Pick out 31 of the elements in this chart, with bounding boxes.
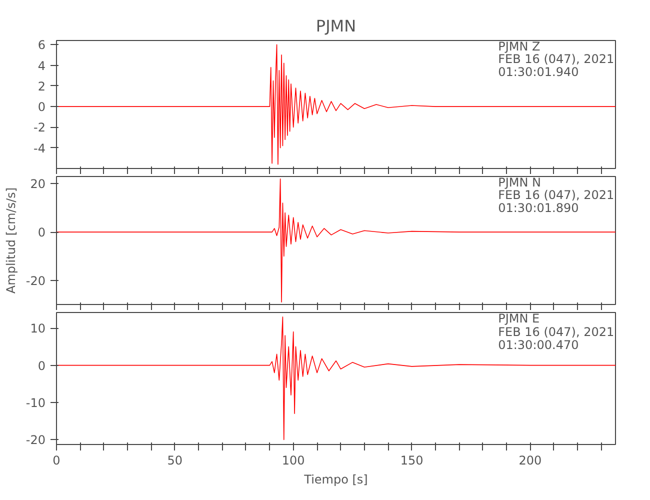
y-tick-label: 6	[38, 38, 46, 52]
annotation: FEB 16 (047), 2021	[498, 324, 614, 339]
y-tick-label: -20	[26, 274, 46, 288]
annotation: PJMN E	[498, 312, 540, 326]
y-tick-label: 2	[38, 79, 46, 94]
x-tick-label: 0	[52, 454, 60, 468]
x-tick-label: 100	[282, 454, 305, 468]
x-tick-label: 200	[518, 454, 542, 468]
x-axis-title: Tiempo [s]	[303, 472, 368, 486]
y-tick-label: 0	[38, 100, 46, 114]
chart-title: PJMN	[316, 16, 356, 36]
annotation: FEB 16 (047), 2021	[498, 52, 614, 66]
y-tick-label: 0	[38, 358, 46, 373]
y-tick-label: -2	[34, 120, 46, 135]
x-tick-label: 50	[167, 454, 183, 468]
annotation: PJMN Z	[498, 39, 540, 54]
y-axis-title: Amplitud [cm/s/s]	[4, 187, 18, 294]
y-tick-label: 4	[38, 58, 46, 73]
annotation: PJMN N	[498, 175, 542, 190]
y-tick-label: -4	[34, 141, 46, 156]
y-tick-label: 20	[30, 177, 46, 192]
annotation: FEB 16 (047), 2021	[498, 188, 614, 202]
y-tick-label: 10	[30, 322, 46, 336]
line-series	[56, 178, 616, 302]
y-tick-label: -20	[26, 433, 46, 448]
annotation: 01:30:01.940	[498, 64, 579, 79]
x-tick-label: 150	[400, 454, 424, 468]
annotation: 01:30:00.470	[498, 338, 579, 352]
y-tick-label: 0	[38, 226, 46, 240]
annotation: 01:30:01.890	[498, 200, 579, 215]
y-tick-label: -10	[26, 396, 46, 410]
